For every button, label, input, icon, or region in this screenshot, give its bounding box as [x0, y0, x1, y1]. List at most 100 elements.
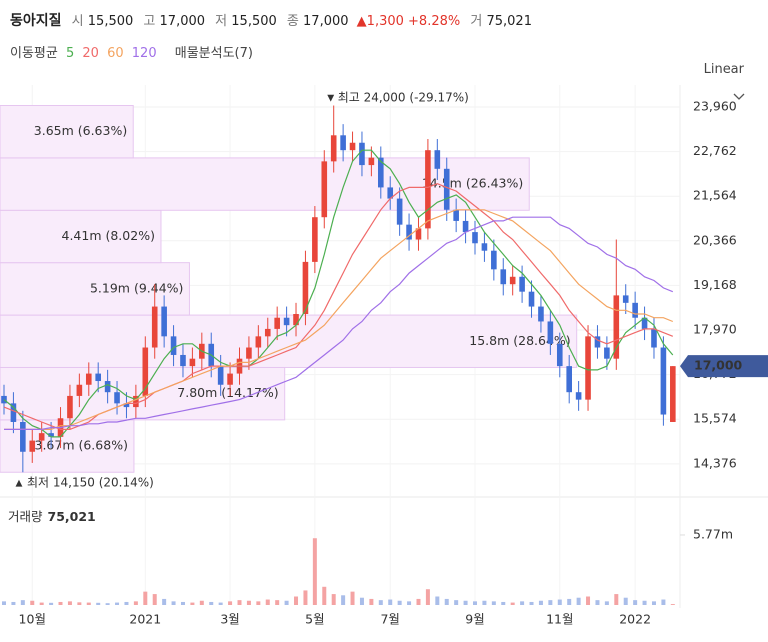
volume-bar: [359, 597, 364, 605]
volume-bar: [510, 602, 515, 605]
candle-body: [378, 157, 384, 188]
volume-bar: [124, 601, 129, 605]
volume-title: 거래량 75,021: [8, 509, 96, 524]
candle-body: [425, 150, 431, 229]
volume-profile-bar: [0, 105, 134, 159]
last-price-tag: [680, 355, 768, 378]
field-label: 종: [286, 14, 299, 29]
candle-body: [528, 291, 535, 307]
candle-body: [142, 347, 149, 396]
volume-bar: [595, 600, 600, 605]
volume-bar: [623, 597, 628, 605]
y-tick-label: 22,762: [693, 143, 737, 158]
y-tick-label: 20,366: [693, 232, 737, 247]
volume-bar: [11, 601, 16, 605]
volume-profile-bar: [0, 157, 530, 211]
volume-bar: [501, 601, 506, 605]
volume-bar: [388, 599, 393, 605]
volume-bar: [341, 595, 346, 605]
candle-body: [48, 433, 54, 437]
candle-body: [613, 295, 620, 359]
volume-profile-label: 7.80m (14.17%): [177, 385, 278, 400]
volume-bar: [218, 602, 223, 605]
volume-bar: [576, 597, 581, 605]
candle-body: [302, 261, 309, 315]
max-label: 최고 24,000 (-29.17%): [338, 91, 469, 105]
volume-bar: [586, 596, 591, 605]
change-pct: +8.28%: [408, 14, 461, 29]
stock-name: 동아지질: [10, 13, 62, 29]
candle-body: [227, 373, 233, 385]
x-tick-label: 7월: [380, 612, 399, 627]
field-label: 시: [71, 14, 84, 29]
volume-bar: [162, 598, 167, 605]
max-marker: ▼: [327, 94, 334, 104]
candle-body: [10, 403, 17, 422]
candle-body: [255, 336, 262, 348]
volume-bar: [143, 591, 148, 605]
candle-body: [29, 440, 36, 452]
volume-bar: [265, 599, 270, 605]
volume-bar: [67, 601, 72, 605]
x-tick-label: 11월: [546, 612, 573, 627]
min-marker: ▲: [16, 479, 23, 489]
moving-average-line: [4, 209, 674, 430]
indicator-legend: 이동평균 5 20 60 120 매물분석도(7): [10, 42, 257, 61]
candle-body: [575, 392, 582, 400]
candle-body: [500, 269, 507, 285]
candle-body: [387, 187, 394, 199]
volume-bar: [133, 601, 138, 605]
candle-body: [114, 392, 120, 404]
volume-bar: [642, 600, 647, 605]
field-value: 75,021: [486, 14, 532, 29]
last-price-label: 17,000: [694, 358, 743, 373]
volume-bar: [49, 602, 54, 605]
volume-bar: [228, 601, 233, 605]
ma-legend[interactable]: 5: [65, 46, 75, 61]
volume-title-text: 거래량: [8, 509, 43, 524]
field-value: 15,500: [87, 14, 134, 29]
volume-bar: [331, 594, 336, 605]
volume-profile-label: 3.67m (6.68%): [35, 438, 128, 453]
volume-bar: [199, 600, 204, 605]
volume-bar: [397, 600, 402, 605]
candle-body: [566, 366, 572, 393]
header: 동아지질 시 15,500 고 17,000 저 15,500 종 17,000…: [10, 10, 532, 30]
candle-body: [67, 395, 73, 419]
y-tick-label: 14,376: [693, 455, 737, 470]
candle-body: [670, 366, 676, 422]
volume-bar: [435, 596, 440, 605]
candle-body: [151, 306, 158, 348]
candle-body: [462, 220, 469, 233]
volume-bar: [548, 600, 553, 605]
moving-average-line: [4, 216, 674, 430]
scale-select[interactable]: Linear: [704, 62, 744, 77]
volume-bar: [246, 600, 251, 605]
volume-bar: [454, 600, 459, 605]
candle-body: [330, 135, 337, 162]
profile-title[interactable]: 매물분석도(7): [174, 46, 253, 61]
ma-legend[interactable]: 20: [82, 46, 99, 61]
volume-bar: [407, 601, 412, 605]
volume-profile-label: 5.19m (9.44%): [90, 280, 183, 295]
volume-bar: [77, 602, 82, 605]
volume-bar: [567, 598, 572, 605]
candle-body: [340, 135, 346, 151]
candle-body: [274, 317, 280, 329]
volume-bar: [350, 591, 355, 605]
moving-average-line: [3, 149, 674, 438]
field-value: 15,500: [231, 14, 277, 29]
volume-bar: [105, 603, 110, 605]
ma-legend[interactable]: 60: [107, 46, 124, 61]
x-tick-label: 5월: [305, 612, 324, 627]
ma-legend[interactable]: 120: [131, 46, 157, 61]
volume-bar: [520, 601, 525, 605]
volume-bar: [152, 594, 157, 605]
candle-body: [38, 433, 45, 441]
volume-bar: [444, 598, 449, 605]
volume-bar: [294, 596, 299, 605]
field-label: 고: [143, 14, 156, 29]
candle-body: [359, 142, 365, 166]
candle-body: [415, 228, 422, 240]
